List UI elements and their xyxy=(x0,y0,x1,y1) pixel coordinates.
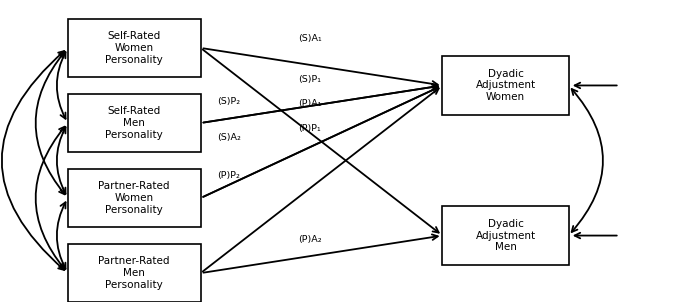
FancyBboxPatch shape xyxy=(68,94,200,152)
Text: Partner-Rated
Women
Personality: Partner-Rated Women Personality xyxy=(98,181,170,215)
FancyArrowPatch shape xyxy=(36,52,65,194)
Text: (P)P₂: (P)P₂ xyxy=(218,171,240,180)
Text: (S)A₂: (S)A₂ xyxy=(218,134,241,142)
FancyArrowPatch shape xyxy=(572,89,603,232)
FancyBboxPatch shape xyxy=(68,244,200,302)
Text: Dyadic
Adjustment
Men: Dyadic Adjustment Men xyxy=(475,219,536,252)
Text: Partner-Rated
Men
Personality: Partner-Rated Men Personality xyxy=(98,257,170,290)
Text: (P)A₂: (P)A₂ xyxy=(298,235,321,244)
FancyArrowPatch shape xyxy=(575,83,617,88)
FancyArrowPatch shape xyxy=(57,52,66,119)
FancyArrowPatch shape xyxy=(575,233,617,238)
FancyArrowPatch shape xyxy=(36,127,65,269)
Text: (P)A₁: (P)A₁ xyxy=(298,99,321,108)
Text: Self-Rated
Men
Personality: Self-Rated Men Personality xyxy=(105,106,163,140)
FancyArrowPatch shape xyxy=(57,127,66,194)
FancyBboxPatch shape xyxy=(443,206,568,265)
FancyBboxPatch shape xyxy=(68,169,200,227)
FancyArrowPatch shape xyxy=(2,51,64,270)
FancyArrowPatch shape xyxy=(57,202,66,269)
Text: Self-Rated
Women
Personality: Self-Rated Women Personality xyxy=(105,31,163,65)
Text: (S)P₁: (S)P₁ xyxy=(298,75,321,84)
FancyBboxPatch shape xyxy=(68,19,200,77)
FancyBboxPatch shape xyxy=(443,56,568,115)
Text: (S)A₁: (S)A₁ xyxy=(298,35,321,43)
Text: (S)P₂: (S)P₂ xyxy=(218,98,241,106)
Text: (P)P₁: (P)P₁ xyxy=(298,125,321,134)
Text: Dyadic
Adjustment
Women: Dyadic Adjustment Women xyxy=(475,69,536,102)
